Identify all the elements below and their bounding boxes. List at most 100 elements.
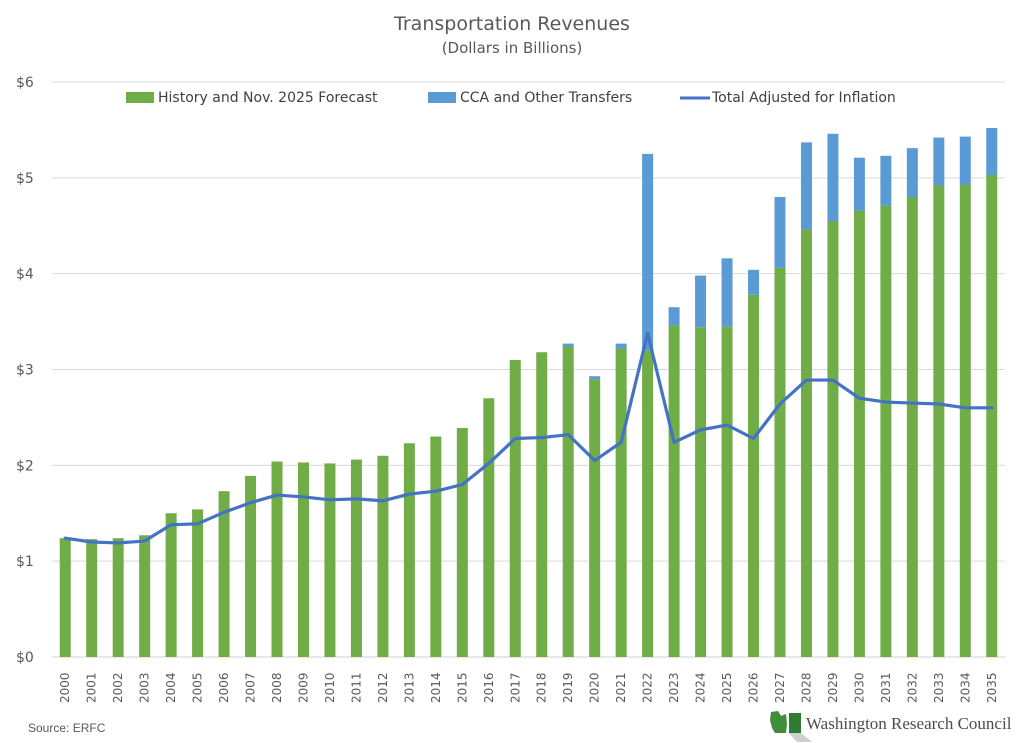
y-tick-label: $3 [16, 363, 34, 379]
bar-history [297, 462, 309, 657]
x-tick-label: 2020 [588, 672, 602, 703]
legend-item-inflation[interactable]: Total Adjusted for Inflation [680, 90, 896, 106]
bar-history [615, 348, 627, 657]
x-axis-ticks: 2000 2001 2002 2003 2004 2005 2006 2007 2008 2009… [58, 672, 999, 703]
logo-shadow-icon [789, 733, 812, 742]
bar-history [245, 475, 257, 657]
x-tick-label: 2014 [429, 672, 443, 703]
x-tick-label: 2003 [138, 672, 152, 703]
x-tick-label: 2005 [191, 672, 205, 703]
bar-cca-transfers [880, 155, 892, 206]
x-tick-label: 2016 [482, 672, 496, 703]
bar-history [350, 459, 362, 657]
bar-history [483, 398, 495, 657]
bar-cca-transfers [800, 142, 812, 230]
bar-history [562, 346, 574, 657]
x-tick-label: 2006 [217, 672, 231, 703]
x-tick-label: 2018 [535, 672, 549, 703]
legend: History and Nov. 2025 Forecast CCA and O… [126, 90, 896, 106]
x-tick-label: 2026 [747, 672, 761, 703]
bar-history [324, 463, 336, 657]
bar-history [853, 210, 865, 657]
bar-cca-transfers [615, 343, 627, 349]
x-tick-label: 2021 [614, 672, 628, 703]
bar-cca-transfers [774, 197, 786, 268]
bar-history [139, 535, 151, 657]
x-tick-label: 2017 [508, 672, 522, 703]
y-tick-label: $6 [16, 75, 34, 91]
x-tick-label: 2013 [402, 672, 416, 703]
chart-title: Transportation Revenues [393, 13, 630, 35]
wrc-logo: Washington Research Council [770, 711, 1012, 742]
y-tick-label: $2 [16, 458, 34, 474]
bars [59, 128, 998, 658]
x-tick-label: 2032 [905, 672, 919, 703]
source-note: Source: ERFC [28, 721, 106, 735]
bar-history [589, 379, 601, 657]
chart-subtitle: (Dollars in Billions) [442, 39, 583, 57]
bar-history [800, 229, 812, 658]
bar-history [59, 538, 71, 657]
logo-bar-icon [789, 713, 801, 733]
bar-cca-transfers [748, 269, 760, 295]
bar-cca-transfers [959, 136, 971, 185]
x-tick-label: 2033 [932, 672, 946, 703]
bar-cca-transfers [562, 343, 574, 347]
legend-item-cca[interactable]: CCA and Other Transfers [428, 90, 632, 106]
bar-cca-transfers [695, 275, 707, 328]
bar-history [218, 491, 230, 657]
bar-cca-transfers [853, 157, 865, 211]
bar-cca-transfers [986, 128, 998, 175]
bar-history [536, 352, 548, 657]
bar-history [86, 539, 98, 657]
x-tick-label: 2004 [164, 672, 178, 703]
bar-history [430, 436, 442, 657]
x-tick-label: 2002 [111, 672, 125, 703]
y-tick-label: $0 [16, 650, 34, 666]
x-tick-label: 2025 [720, 672, 734, 703]
x-tick-label: 2007 [244, 672, 258, 703]
bar-history [986, 174, 998, 658]
bar-cca-transfers [668, 307, 680, 326]
inflation-line-path [63, 331, 994, 545]
bar-history [112, 538, 124, 657]
x-tick-label: 2010 [323, 672, 337, 703]
bar-history [933, 185, 945, 657]
x-tick-label: 2015 [455, 672, 469, 703]
y-tick-label: $4 [16, 267, 34, 283]
x-tick-label: 2011 [349, 672, 363, 703]
bar-history [695, 327, 707, 657]
bar-history [721, 326, 733, 657]
x-tick-label: 2000 [58, 672, 72, 703]
legend-label-inflation: Total Adjusted for Inflation [711, 90, 896, 106]
y-tick-label: $5 [16, 171, 34, 187]
x-tick-label: 2030 [852, 672, 866, 703]
bar-history [377, 455, 389, 657]
bar-history [880, 205, 892, 657]
bar-history [456, 427, 468, 657]
legend-item-history[interactable]: History and Nov. 2025 Forecast [126, 90, 378, 106]
x-tick-label: 2001 [85, 672, 99, 703]
gridlines [52, 81, 1005, 658]
bar-cca-transfers [642, 153, 654, 351]
legend-swatch-cca [428, 92, 456, 103]
bar-cca-transfers [721, 258, 733, 327]
inflation-line [63, 331, 994, 545]
x-tick-label: 2023 [667, 672, 681, 703]
bar-history [668, 325, 680, 657]
bar-history [748, 294, 760, 657]
x-tick-label: 2022 [641, 672, 655, 703]
bar-history [271, 461, 283, 657]
bar-history [192, 509, 204, 657]
x-tick-label: 2035 [985, 672, 999, 703]
bar-history [959, 184, 971, 657]
x-tick-label: 2034 [958, 672, 972, 703]
bar-cca-transfers [933, 137, 945, 186]
x-tick-label: 2012 [376, 672, 390, 703]
bar-history [642, 350, 654, 657]
x-tick-label: 2028 [799, 672, 813, 703]
x-tick-label: 2008 [270, 672, 284, 703]
bar-history [165, 513, 177, 657]
y-axis-ticks: $0 $1 $2 $3 $4 $5 $6 [16, 75, 34, 666]
